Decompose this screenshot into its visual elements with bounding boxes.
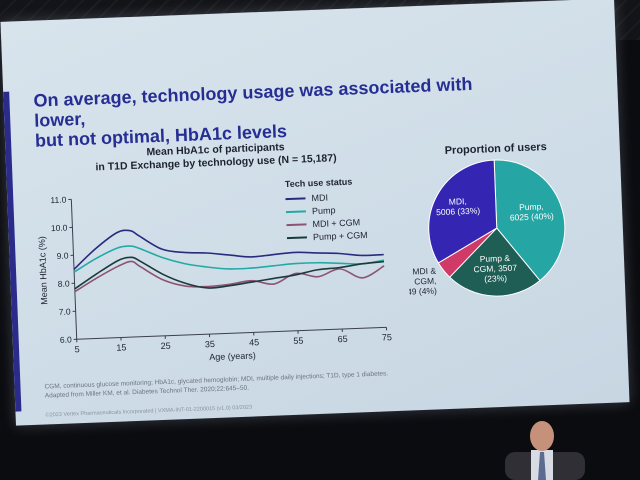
legend-title: Tech use status [284, 176, 353, 190]
legend-swatch-mdi [285, 196, 306, 200]
legend-label-pump: Pump [311, 204, 336, 216]
x-tick-label: 75 [382, 332, 392, 342]
pie-label-pump: Pump,6025 (40%) [509, 201, 554, 223]
y-tick-label: 11.0 [50, 195, 67, 206]
pie-slices [428, 159, 566, 297]
series-line-mdi-cgm [74, 260, 385, 293]
x-tick-label: 35 [205, 339, 215, 349]
pie-label-pump-cgm: Pump &CGM, 3507(23%) [473, 253, 518, 285]
y-tick-label: 8.0 [58, 278, 70, 288]
x-axis-label: Age (years) [209, 350, 256, 362]
x-tick-label: 5 [74, 344, 79, 354]
legend-swatch-pump [285, 209, 306, 213]
x-tick-label: 25 [160, 341, 170, 351]
y-tick-label: 7.0 [59, 306, 71, 316]
line-chart: 5 15 25 35 45 55 65 75 6.0 7.0 8.0 9.0 10.0 11.0 Age (… [37, 195, 392, 363]
presenter-tie [538, 452, 546, 480]
slide-accent-bar [3, 91, 22, 412]
x-tick-label: 55 [293, 336, 303, 346]
legend-label-pump-cgm: Pump + CGM [312, 229, 368, 242]
legend-swatch-pump-cgm [286, 235, 307, 239]
y-axis-label: Mean HbA1c (%) [37, 236, 50, 305]
legend-label-mdi: MDI [311, 191, 329, 203]
legend-swatch-mdi-cgm [286, 222, 307, 226]
slide-footer: ©2023 Vertex Pharmaceuticals Incorporate… [45, 404, 253, 419]
series-line-pump-cgm [74, 256, 385, 290]
x-tick-label: 15 [116, 342, 126, 352]
pie-slice-pump [493, 159, 566, 282]
x-tick-label: 65 [337, 334, 347, 344]
y-tick-label: 6.0 [60, 334, 72, 344]
x-tick-label: 45 [249, 337, 259, 347]
pie-label-mdi: MDI,5006 (33%) [436, 196, 481, 218]
presenter-silhouette [505, 421, 585, 480]
pie-label-mdi-cgm: MDI &CGM,649 (4%) [404, 266, 437, 297]
line-chart-legend: Tech use status MDI Pump MDI + CGM Pump … [285, 176, 368, 244]
legend-label-mdi-cgm: MDI + CGM [312, 216, 361, 229]
pie-slice-pump-cgm [448, 227, 541, 297]
slide-title: On average, technology usage was associa… [33, 73, 505, 151]
presenter-head [530, 421, 554, 451]
series-line-mdi [73, 229, 384, 270]
pie-slice-mdi [428, 159, 498, 264]
projected-slide: On average, technology usage was associa… [0, 0, 630, 426]
series-line-pump [73, 245, 385, 273]
y-tick-label: 10.0 [51, 223, 68, 234]
line-chart-series [73, 229, 385, 293]
pie-labels: Pump,6025 (40%) Pump &CGM, 3507(23%) MDI &… [404, 196, 554, 297]
y-tick-label: 9.0 [56, 250, 68, 260]
x-axis-line [76, 326, 387, 340]
pie-chart: Pump,6025 (40%) Pump &CGM, 3507(23%) MDI &… [404, 159, 566, 297]
